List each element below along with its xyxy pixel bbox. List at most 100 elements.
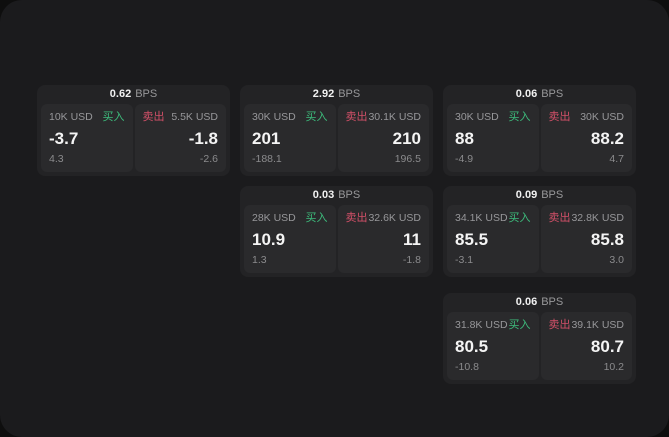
buy-panel[interactable]: 30K USD 买入 201 -188.1 [244,104,336,172]
sell-price: -1.8 [188,129,218,148]
quote-card: 0.06 BPS 31.8K USD 买入 80.5 -10.8 卖出 39.1… [443,293,636,384]
buy-top-row: 30K USD 买入 [455,111,531,124]
bps-value: 2.92 [312,88,335,100]
buy-price: 201 [252,129,281,148]
sell-delta: -1.8 [402,254,421,266]
bps-unit-label: BPS [541,189,564,201]
bps-value: 0.09 [515,189,538,201]
bps-value: 0.06 [515,88,538,100]
sell-side-label: 卖出 [548,111,571,123]
sell-top-row: 卖出 5.5K USD [143,111,219,124]
buy-side-label: 买入 [508,319,531,331]
buy-price: 85.5 [455,230,489,249]
buy-price: 80.5 [455,337,489,356]
card-body: 34.1K USD 买入 85.5 -3.1 卖出 32.8K USD 85.8… [443,205,636,277]
buy-delta: -3.1 [455,254,474,266]
card-body: 31.8K USD 买入 80.5 -10.8 卖出 39.1K USD 80.… [443,312,636,384]
quote-card: 2.92 BPS 30K USD 买入 201 -188.1 卖出 30.1K … [240,85,433,176]
buy-notional: 34.1K USD [455,212,508,224]
buy-notional: 30K USD [455,111,499,123]
sell-notional: 32.6K USD [368,212,421,224]
card-body: 30K USD 买入 88 -4.9 卖出 30K USD 88.2 4.7 [443,104,636,176]
bps-unit-label: BPS [338,189,361,201]
sell-panel[interactable]: 卖出 5.5K USD -1.8 -2.6 [134,104,226,172]
quote-card: 0.62 BPS 10K USD 买入 -3.7 4.3 卖出 5.5K USD… [37,85,230,176]
buy-notional: 31.8K USD [455,319,508,331]
buy-price: 88 [455,129,474,148]
buy-price: -3.7 [49,129,79,148]
buy-side-label: 买入 [305,111,328,123]
sell-notional: 30K USD [580,111,624,123]
bps-unit-label: BPS [541,296,564,308]
sell-price: 88.2 [590,129,624,148]
sell-top-row: 卖出 30K USD [549,111,625,124]
sell-notional: 30.1K USD [368,111,421,123]
sell-top-row: 卖出 32.8K USD [549,212,625,225]
sell-price: 85.8 [590,230,624,249]
sell-price: 210 [392,129,421,148]
buy-delta: -4.9 [455,153,474,165]
buy-side-label: 买入 [102,111,125,123]
buy-side-label: 买入 [305,212,328,224]
sell-side-label: 卖出 [345,111,368,123]
buy-top-row: 34.1K USD 买入 [455,212,531,225]
sell-notional: 5.5K USD [171,111,218,123]
sell-top-row: 卖出 30.1K USD [346,111,422,124]
quote-card: 0.09 BPS 34.1K USD 买入 85.5 -3.1 卖出 32.8K… [443,186,636,277]
buy-panel[interactable]: 31.8K USD 买入 80.5 -10.8 [447,312,539,380]
card-header: 2.92 BPS [240,85,433,104]
sell-delta: 196.5 [394,153,421,165]
sell-notional: 32.8K USD [571,212,624,224]
card-body: 28K USD 买入 10.9 1.3 卖出 32.6K USD 11 -1.8 [240,205,433,277]
buy-side-label: 买入 [508,212,531,224]
buy-delta: 4.3 [49,153,64,165]
card-header: 0.06 BPS [443,85,636,104]
bps-value: 0.62 [109,88,132,100]
buy-notional: 28K USD [252,212,296,224]
bps-value: 0.03 [312,189,335,201]
buy-panel[interactable]: 28K USD 买入 10.9 1.3 [244,205,336,273]
sell-delta: 3.0 [609,254,624,266]
sell-panel[interactable]: 卖出 32.6K USD 11 -1.8 [337,205,429,273]
buy-panel[interactable]: 30K USD 买入 88 -4.9 [447,104,539,172]
buy-panel[interactable]: 10K USD 买入 -3.7 4.3 [41,104,133,172]
buy-top-row: 31.8K USD 买入 [455,319,531,332]
sell-price: 11 [403,230,421,249]
buy-price: 10.9 [252,230,286,249]
card-header: 0.03 BPS [240,186,433,205]
quote-card: 0.06 BPS 30K USD 买入 88 -4.9 卖出 30K USD 8… [443,85,636,176]
buy-delta: -188.1 [252,153,282,165]
buy-top-row: 28K USD 买入 [252,212,328,225]
buy-panel[interactable]: 34.1K USD 买入 85.5 -3.1 [447,205,539,273]
sell-side-label: 卖出 [345,212,368,224]
sell-delta: 4.7 [609,153,624,165]
card-body: 30K USD 买入 201 -188.1 卖出 30.1K USD 210 1… [240,104,433,176]
sell-panel[interactable]: 卖出 30K USD 88.2 4.7 [540,104,632,172]
quote-card: 0.03 BPS 28K USD 买入 10.9 1.3 卖出 32.6K US… [240,186,433,277]
sell-side-label: 卖出 [548,319,571,331]
card-body: 10K USD 买入 -3.7 4.3 卖出 5.5K USD -1.8 -2.… [37,104,230,176]
buy-notional: 30K USD [252,111,296,123]
bps-unit-label: BPS [338,88,361,100]
buy-side-label: 买入 [508,111,531,123]
sell-panel[interactable]: 卖出 32.8K USD 85.8 3.0 [540,205,632,273]
sell-delta: -2.6 [199,153,218,165]
buy-notional: 10K USD [49,111,93,123]
sell-panel[interactable]: 卖出 39.1K USD 80.7 10.2 [540,312,632,380]
card-header: 0.06 BPS [443,293,636,312]
sell-delta: 10.2 [603,361,624,373]
sell-side-label: 卖出 [548,212,571,224]
buy-top-row: 30K USD 买入 [252,111,328,124]
sell-top-row: 卖出 39.1K USD [549,319,625,332]
card-header: 0.09 BPS [443,186,636,205]
sell-price: 80.7 [590,337,624,356]
bps-unit-label: BPS [135,88,158,100]
sell-top-row: 卖出 32.6K USD [346,212,422,225]
buy-top-row: 10K USD 买入 [49,111,125,124]
buy-delta: -10.8 [455,361,479,373]
buy-delta: 1.3 [252,254,267,266]
sell-panel[interactable]: 卖出 30.1K USD 210 196.5 [337,104,429,172]
bps-value: 0.06 [515,296,538,308]
sell-notional: 39.1K USD [571,319,624,331]
